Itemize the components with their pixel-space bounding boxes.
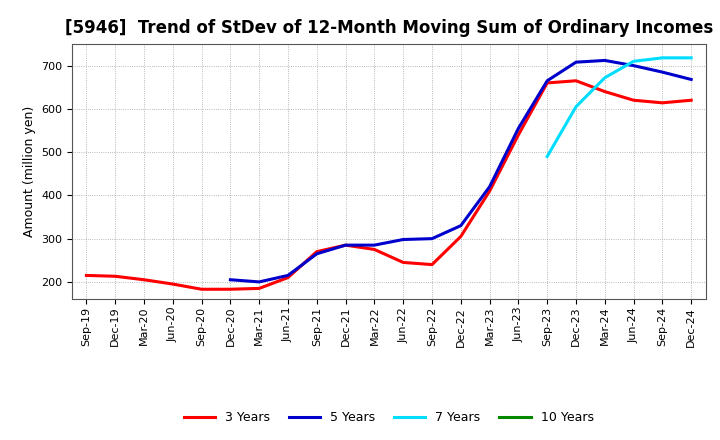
Legend: 3 Years, 5 Years, 7 Years, 10 Years: 3 Years, 5 Years, 7 Years, 10 Years (179, 407, 598, 429)
Title: [5946]  Trend of StDev of 12-Month Moving Sum of Ordinary Incomes: [5946] Trend of StDev of 12-Month Moving… (65, 19, 713, 37)
Y-axis label: Amount (million yen): Amount (million yen) (22, 106, 35, 237)
